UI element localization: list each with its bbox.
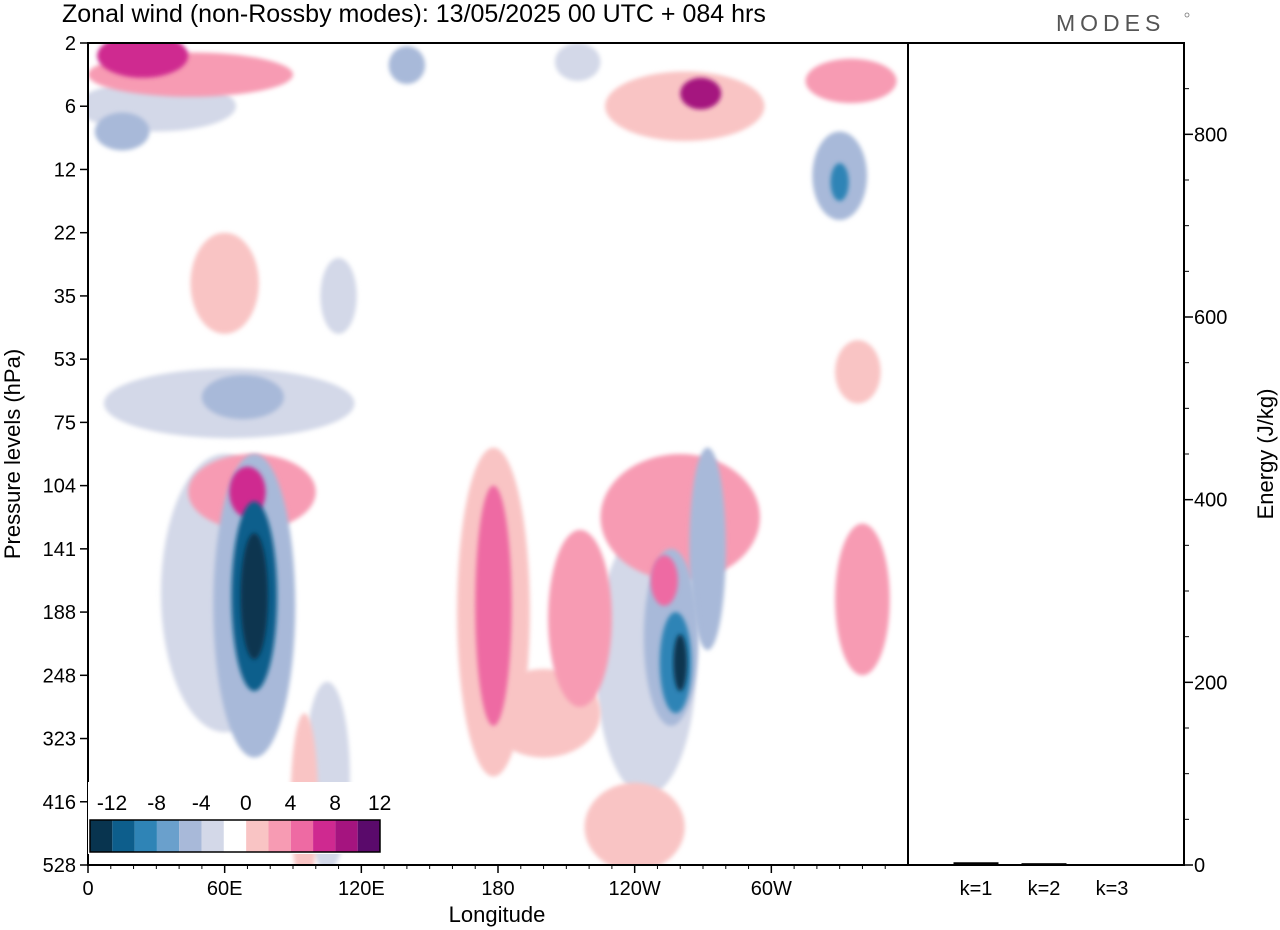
colorbar-swatch: [201, 820, 224, 852]
field-region-22: [689, 447, 726, 651]
energy-tick-label: 800: [1194, 124, 1227, 146]
y-tick-label: 22: [54, 223, 76, 245]
y-tick-label: 323: [43, 729, 76, 751]
field-region-19: [201, 374, 284, 420]
colorbar-swatch: [290, 820, 314, 852]
colorbar-swatch: [134, 820, 157, 852]
y-tick-label: 12: [54, 159, 76, 181]
field-region-31: [830, 163, 849, 202]
y-tick-label: 2: [65, 33, 76, 55]
energy-bar-k=1: [953, 862, 999, 865]
colorbar-swatch: [313, 820, 336, 852]
colorbar-swatch: [246, 820, 269, 852]
colorbar-label: 12: [368, 792, 391, 815]
y-tick-label: 104: [43, 476, 76, 498]
y-axis-label: Pressure levels (hPa): [0, 349, 25, 559]
field-region-21: [94, 112, 150, 151]
energy-tick-label: 200: [1194, 672, 1227, 694]
y-tick-label: 141: [43, 539, 76, 561]
colorbar-swatch: [90, 820, 113, 852]
energy-panel-frame: [907, 42, 1185, 866]
y-tick-label: 53: [54, 349, 76, 371]
field-region-18: [554, 43, 601, 81]
x-axis-label: Longitude: [449, 902, 546, 927]
x-axis: 0 60E 120E 180 120W 60W: [82, 865, 886, 900]
modes-logo: MODES: [1056, 10, 1165, 36]
y-tick-label: 248: [43, 665, 76, 687]
field-region-24: [388, 46, 426, 85]
y-axis: 2 6 12 22 35 53 75 104 141 188 248 323 416 528: [43, 33, 88, 877]
y-tick-label: 75: [54, 412, 76, 434]
field-region-33: [680, 77, 722, 110]
x-tick-label: 60E: [207, 878, 243, 900]
x-tick-label: 120W: [609, 878, 661, 900]
x-tick-label: 0: [82, 878, 93, 900]
energy-category-label: k=3: [1096, 878, 1129, 900]
y-tick-label: 6: [65, 96, 76, 118]
x-tick-label: 180: [481, 878, 514, 900]
field-region-26: [475, 485, 512, 726]
colorbar-label: -4: [192, 792, 211, 815]
energy-bar-k=2: [1021, 863, 1067, 865]
colorbar-label: 4: [285, 792, 297, 815]
energy-tick-label: 600: [1194, 307, 1227, 329]
field-region-30: [97, 43, 189, 78]
colorbar-swatch: [335, 820, 358, 852]
colorbar-swatch: [223, 820, 247, 852]
colorbar-swatch: [179, 820, 202, 852]
field-region-7: [605, 71, 765, 142]
energy-category-label: k=2: [1028, 878, 1061, 900]
field-region-14: [548, 529, 612, 707]
colorbar-swatch: [112, 820, 135, 852]
colorbar-label: 8: [329, 792, 341, 815]
y-tick-label: 188: [43, 602, 76, 624]
logo-registered-icon: [1184, 12, 1190, 18]
y-tick-label: 528: [43, 855, 76, 877]
colorbar-label: 0: [240, 792, 252, 815]
y-tick-label: 35: [54, 286, 76, 308]
field-region-10: [584, 782, 685, 865]
y-tick-label: 416: [43, 792, 76, 814]
colorbar-swatch: [156, 820, 180, 852]
field-region-9: [320, 257, 357, 334]
field-region-28: [650, 555, 678, 606]
x-tick-label: 120E: [338, 878, 385, 900]
field-region-36: [673, 634, 688, 692]
colorbar-swatch: [357, 820, 380, 852]
energy-bar-k=3: [1089, 864, 1135, 866]
heatmap-field: [88, 43, 897, 865]
energy-tick-label: 0: [1194, 855, 1205, 877]
colorbar-swatch: [268, 820, 291, 852]
colorbar-label: -8: [147, 792, 166, 815]
colorbar-frame: [89, 819, 381, 853]
field-region-17: [805, 58, 897, 104]
energy-bar-chart: 0 200 400 600 800 k=1 k=2 k=3: [953, 88, 1227, 900]
energy-category-label: k=1: [960, 878, 993, 900]
chart-title: Zonal wind (non-Rossby modes): 13/05/202…: [62, 0, 766, 28]
colorbar: -12 -8 -4 0 4 8 12: [88, 782, 391, 854]
field-region-35: [240, 533, 268, 660]
field-region-16: [835, 523, 890, 676]
colorbar-label: -12: [97, 792, 127, 815]
energy-tick-label: 400: [1194, 490, 1227, 512]
x-tick-label: 60W: [751, 878, 792, 900]
field-region-4: [190, 232, 259, 334]
field-region-8: [835, 340, 881, 404]
energy-axis-label: Energy (J/kg): [1253, 389, 1278, 520]
